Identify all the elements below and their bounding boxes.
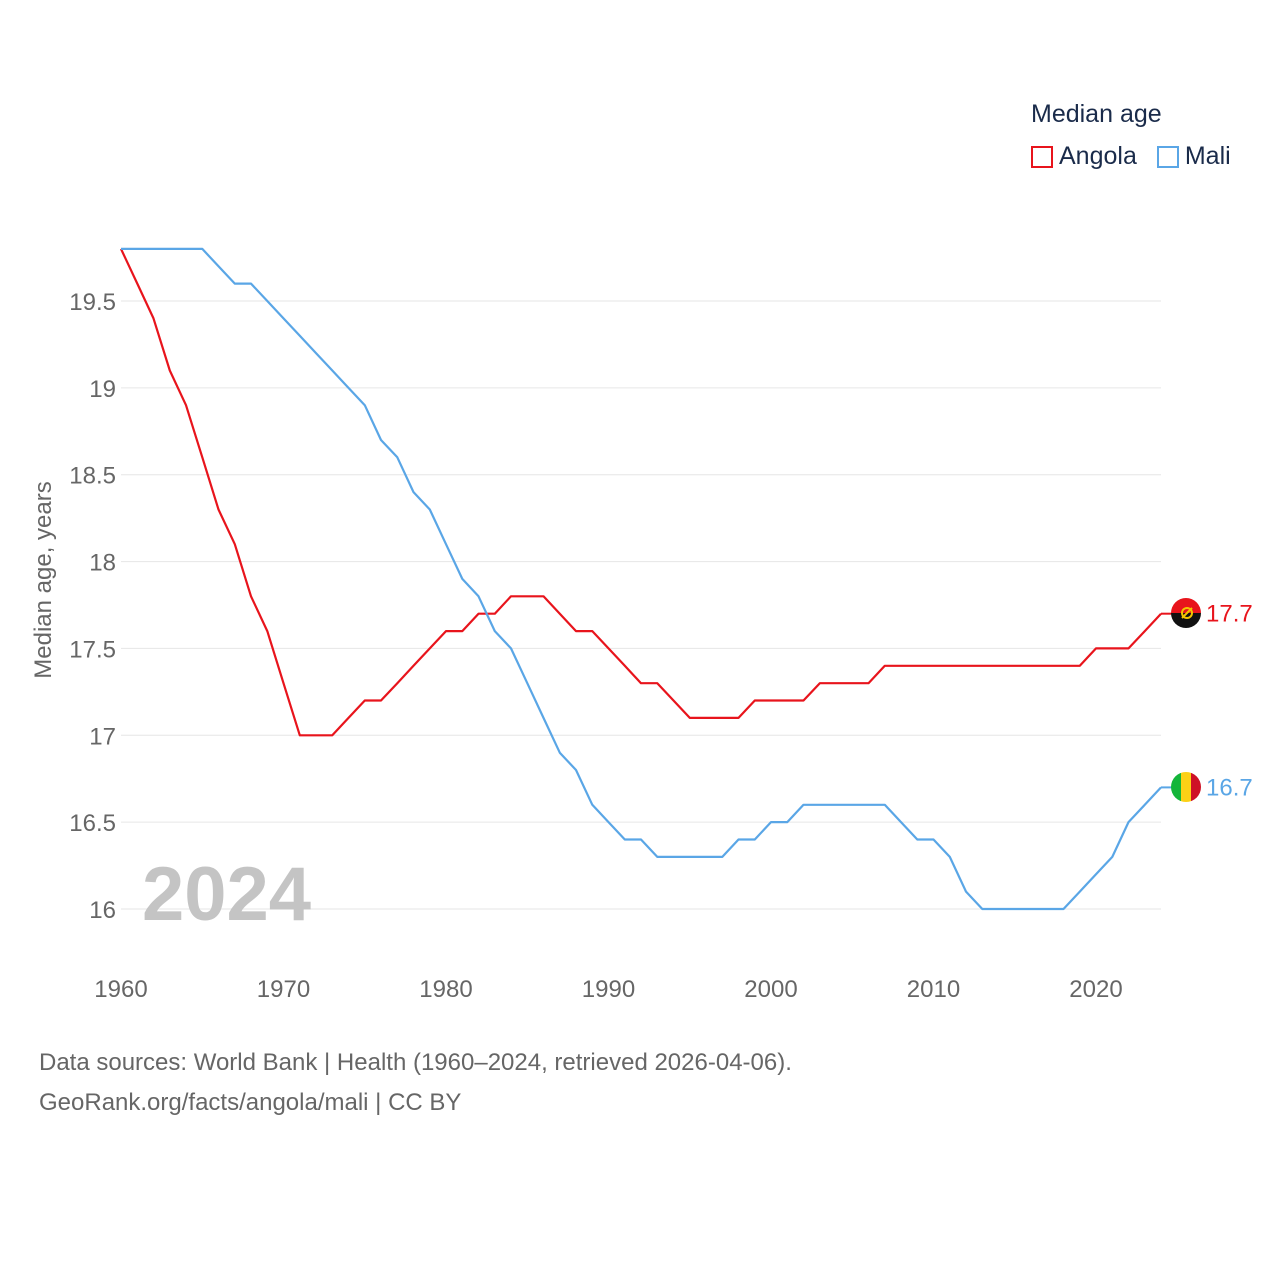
x-tick-label: 1970	[257, 976, 310, 1003]
legend-item-angola[interactable]: Angola	[1031, 142, 1137, 171]
y-tick-label: 17	[89, 723, 116, 750]
angola-flag-icon	[1171, 598, 1201, 628]
y-tick-label: 16.5	[69, 810, 116, 837]
legend-item-mali[interactable]: Mali	[1156, 142, 1231, 171]
mali-flag-icon	[1171, 772, 1201, 802]
y-axis-label: Median age, years	[30, 481, 57, 678]
source-line-1: Data sources: World Bank | Health (1960–…	[39, 1049, 792, 1076]
series-line-mali	[121, 247, 1162, 911]
series-lines	[120, 247, 1162, 911]
end-label-angola: 17.7	[1206, 601, 1253, 628]
x-axis-ticks: 1960 1970 1980 1990 2000 2010 2020	[94, 976, 1122, 1003]
year-watermark: 2024	[142, 852, 311, 937]
y-tick-label: 17.5	[69, 636, 116, 663]
end-label-mali: 16.7	[1206, 774, 1253, 801]
y-tick-label: 18	[89, 550, 116, 577]
x-tick-label: 2020	[1069, 976, 1122, 1003]
grid-lines	[121, 300, 1161, 910]
x-tick-label: 1990	[582, 976, 635, 1003]
legend-swatch-angola	[1031, 145, 1053, 168]
y-tick-label: 16	[89, 897, 116, 924]
y-tick-label: 19	[89, 376, 116, 403]
x-tick-label: 1960	[94, 976, 147, 1003]
y-axis-ticks: 16 16.5 17 17.5 18 18.5 19 19.5	[69, 289, 116, 924]
x-tick-label: 2000	[744, 976, 797, 1003]
legend-swatch-mali	[1156, 145, 1179, 168]
legend-label-mali: Mali	[1184, 142, 1231, 170]
x-tick-label: 1980	[419, 976, 472, 1003]
x-tick-label: 2010	[907, 976, 960, 1003]
y-tick-label: 18.5	[69, 463, 116, 490]
series-line-angola	[120, 248, 1162, 737]
legend-title: Median age	[1031, 100, 1162, 128]
source-link[interactable]: GeoRank.org/facts/angola/mali | CC BY	[39, 1089, 462, 1116]
legend: Angola Mali	[1031, 142, 1251, 171]
legend-label-angola: Angola	[1059, 142, 1137, 170]
y-tick-label: 19.5	[69, 289, 116, 316]
source-note: Data sources: World Bank | Health (1960–…	[39, 1043, 792, 1123]
end-labels: 17.7 16.7	[1161, 601, 1253, 801]
